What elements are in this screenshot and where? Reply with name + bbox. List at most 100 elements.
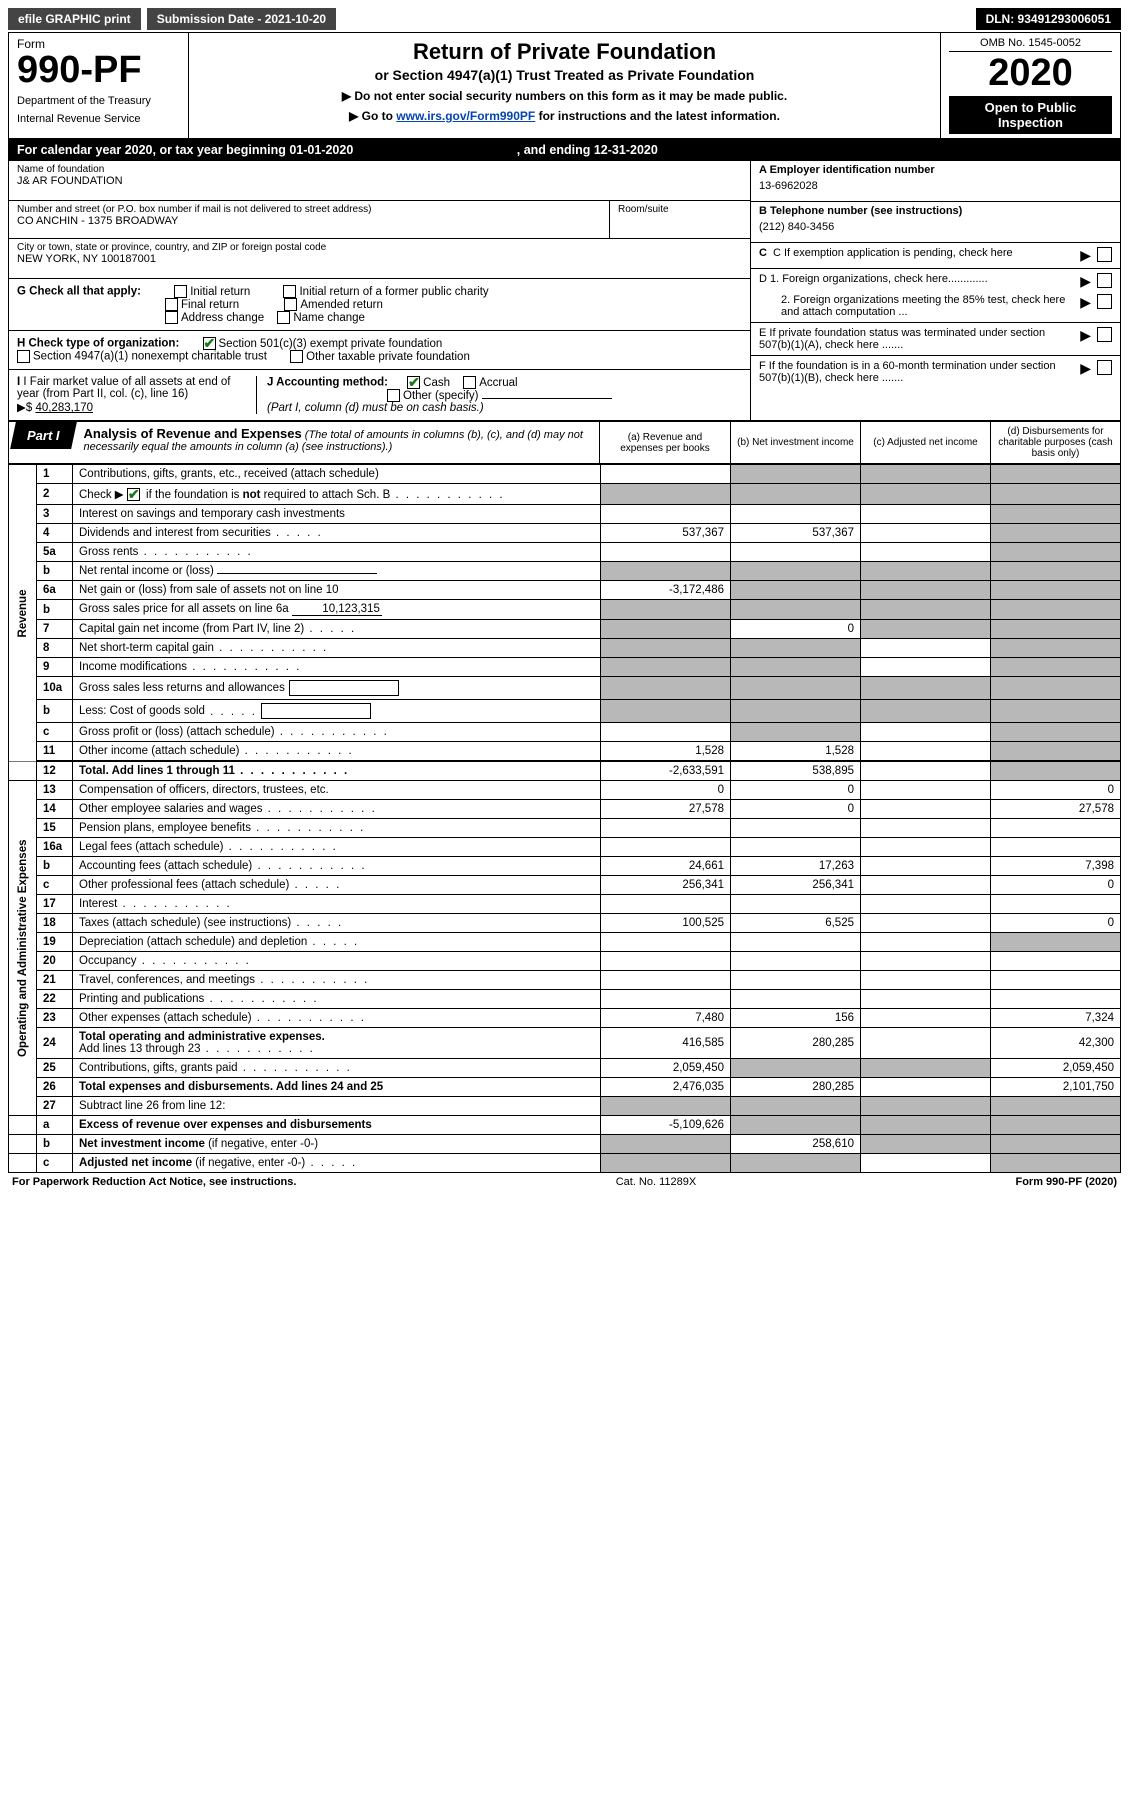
c-checkbox[interactable]	[1097, 247, 1112, 262]
dept-irs: Internal Revenue Service	[17, 113, 180, 125]
g-initial-return-checkbox[interactable]	[174, 285, 187, 298]
open-public-badge: Open to Public Inspection	[949, 96, 1112, 134]
col-a-header: (a) Revenue and expenses per books	[600, 422, 730, 463]
row-10a: 10aGross sales less returns and allowanc…	[9, 677, 1121, 700]
info-left: Name of foundation J& AR FOUNDATION Numb…	[9, 161, 750, 420]
part-1-header: Part I Analysis of Revenue and Expenses …	[8, 421, 1121, 465]
h-4947-checkbox[interactable]	[17, 350, 30, 363]
section-c: CC If exemption application is pending, …	[751, 243, 1120, 269]
row-27b: bNet investment income (if negative, ent…	[9, 1135, 1121, 1154]
f-checkbox[interactable]	[1097, 360, 1112, 375]
info-section: Name of foundation J& AR FOUNDATION Numb…	[8, 161, 1121, 421]
row-18: 18Taxes (attach schedule) (see instructi…	[9, 914, 1121, 933]
part-1-tab: Part I	[10, 422, 76, 449]
row-5b: bNet rental income or (loss)	[9, 562, 1121, 581]
row-6a: 6aNet gain or (loss) from sale of assets…	[9, 581, 1121, 600]
col-d-header: (d) Disbursements for charitable purpose…	[990, 422, 1120, 463]
omb-number: OMB No. 1545-0052	[949, 37, 1112, 52]
info-right: A Employer identification number 13-6962…	[750, 161, 1120, 420]
section-d1: D 1. Foreign organizations, check here..…	[751, 269, 1120, 290]
row-5a: 5aGross rents	[9, 543, 1121, 562]
row-14: 14Other employee salaries and wages 27,5…	[9, 800, 1121, 819]
section-f: F If the foundation is in a 60-month ter…	[751, 356, 1120, 388]
efile-badge: efile GRAPHIC print	[8, 8, 141, 30]
header-center: Return of Private Foundation or Section …	[189, 33, 940, 138]
row-20: 20Occupancy	[9, 952, 1121, 971]
row-13: Operating and Administrative Expenses 13…	[9, 781, 1121, 800]
tel-cell: B Telephone number (see instructions) (2…	[751, 202, 1120, 243]
j-accrual-checkbox[interactable]	[463, 376, 476, 389]
header-left: Form 990-PF Department of the Treasury I…	[9, 33, 189, 138]
row-27c: cAdjusted net income (if negative, enter…	[9, 1154, 1121, 1173]
g-amended-checkbox[interactable]	[284, 298, 297, 311]
d1-checkbox[interactable]	[1097, 273, 1112, 288]
row-16a: 16aLegal fees (attach schedule)	[9, 838, 1121, 857]
footer-right: Form 990-PF (2020)	[1015, 1176, 1117, 1188]
section-j: J Accounting method: Cash Accrual Other …	[257, 376, 742, 414]
page-footer: For Paperwork Reduction Act Notice, see …	[8, 1173, 1121, 1191]
row-23: 23Other expenses (attach schedule) 7,480…	[9, 1009, 1121, 1028]
section-h: H Check type of organization: Section 50…	[9, 331, 750, 370]
section-i-j: I I Fair market value of all assets at e…	[9, 370, 750, 420]
row-16c: cOther professional fees (attach schedul…	[9, 876, 1121, 895]
ein-cell: A Employer identification number 13-6962…	[751, 161, 1120, 202]
dept-treasury: Department of the Treasury	[17, 95, 180, 107]
irs-link[interactable]: www.irs.gov/Form990PF	[396, 109, 535, 123]
row-19: 19Depreciation (attach schedule) and dep…	[9, 933, 1121, 952]
row-21: 21Travel, conferences, and meetings	[9, 971, 1121, 990]
tax-year: 2020	[949, 54, 1112, 92]
address-cell: Number and street (or P.O. box number if…	[9, 201, 610, 239]
row-26: 26Total expenses and disbursements. Add …	[9, 1078, 1121, 1097]
j-other-checkbox[interactable]	[387, 389, 400, 402]
d2-checkbox[interactable]	[1097, 294, 1112, 309]
expenses-side-label: Operating and Administrative Expenses	[9, 781, 37, 1116]
h-other-checkbox[interactable]	[290, 350, 303, 363]
inst-line-2: ▶ Go to www.irs.gov/Form990PF for instru…	[197, 109, 932, 123]
row-27: 27Subtract line 26 from line 12:	[9, 1097, 1121, 1116]
row-8: 8Net short-term capital gain	[9, 639, 1121, 658]
row-22: 22Printing and publications	[9, 990, 1121, 1009]
revenue-side-label: Revenue	[9, 465, 37, 761]
row-16b: bAccounting fees (attach schedule) 24,66…	[9, 857, 1121, 876]
sch-b-checkbox[interactable]	[127, 488, 140, 501]
g-address-change-checkbox[interactable]	[165, 311, 178, 324]
col-c-header: (c) Adjusted net income	[860, 422, 990, 463]
row-3: 3Interest on savings and temporary cash …	[9, 505, 1121, 524]
row-17: 17Interest	[9, 895, 1121, 914]
column-headers: (a) Revenue and expenses per books (b) N…	[599, 422, 1120, 463]
form-number: 990-PF	[17, 51, 180, 89]
e-checkbox[interactable]	[1097, 327, 1112, 342]
row-11: 11Other income (attach schedule) 1,5281,…	[9, 742, 1121, 762]
row-6b: bGross sales price for all assets on lin…	[9, 600, 1121, 620]
row-10c: cGross profit or (loss) (attach schedule…	[9, 723, 1121, 742]
row-24: 24 Total operating and administrative ex…	[9, 1028, 1121, 1059]
row-9: 9Income modifications	[9, 658, 1121, 677]
row-15: 15Pension plans, employee benefits	[9, 819, 1121, 838]
row-25: 25Contributions, gifts, grants paid 2,05…	[9, 1059, 1121, 1078]
g-name-change-checkbox[interactable]	[277, 311, 290, 324]
top-bar: efile GRAPHIC print Submission Date - 20…	[8, 8, 1121, 30]
h-501c3-checkbox[interactable]	[203, 337, 216, 350]
footer-mid: Cat. No. 11289X	[616, 1176, 697, 1188]
section-d2: 2. Foreign organizations meeting the 85%…	[751, 290, 1120, 323]
form-header: Form 990-PF Department of the Treasury I…	[8, 32, 1121, 139]
col-b-header: (b) Net investment income	[730, 422, 860, 463]
section-g: G Check all that apply: Initial return I…	[9, 279, 750, 331]
city-cell: City or town, state or province, country…	[9, 239, 750, 279]
j-cash-checkbox[interactable]	[407, 376, 420, 389]
footer-left: For Paperwork Reduction Act Notice, see …	[12, 1176, 296, 1188]
form-subtitle: or Section 4947(a)(1) Trust Treated as P…	[197, 67, 932, 83]
foundation-name-cell: Name of foundation J& AR FOUNDATION	[9, 161, 750, 201]
row-10b: bLess: Cost of goods sold	[9, 700, 1121, 723]
g-initial-former-checkbox[interactable]	[283, 285, 296, 298]
row-27a: aExcess of revenue over expenses and dis…	[9, 1116, 1121, 1135]
row-2: 2 Check ▶ if the foundation is not requi…	[9, 484, 1121, 505]
section-e: E If private foundation status was termi…	[751, 323, 1120, 356]
row-4: 4Dividends and interest from securities …	[9, 524, 1121, 543]
row-12: 12Total. Add lines 1 through 11 -2,633,5…	[9, 761, 1121, 781]
room-cell: Room/suite	[610, 201, 750, 239]
submission-badge: Submission Date - 2021-10-20	[147, 8, 336, 30]
header-right: OMB No. 1545-0052 2020 Open to Public In…	[940, 33, 1120, 138]
g-final-return-checkbox[interactable]	[165, 298, 178, 311]
inst-line-1: ▶ Do not enter social security numbers o…	[197, 89, 932, 103]
